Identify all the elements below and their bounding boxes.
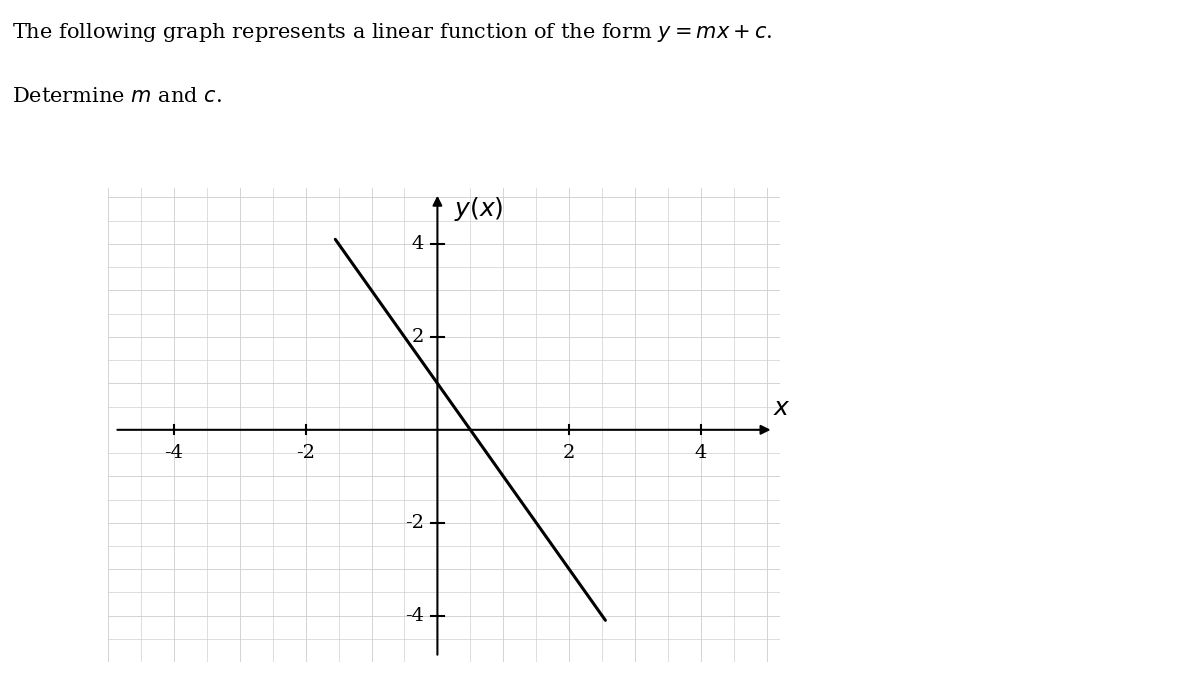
Text: Determine $m$ and $c$.: Determine $m$ and $c$.	[12, 87, 222, 106]
Text: 2: 2	[412, 328, 425, 346]
Text: $y(x)$: $y(x)$	[454, 195, 504, 223]
Text: -4: -4	[406, 606, 425, 625]
Text: The following graph represents a linear function of the form $y = mx+c$.: The following graph represents a linear …	[12, 21, 773, 44]
Text: -2: -2	[406, 514, 425, 532]
Text: 4: 4	[412, 235, 425, 253]
Text: -4: -4	[164, 444, 184, 461]
Text: 4: 4	[695, 444, 707, 461]
Text: -2: -2	[296, 444, 316, 461]
Text: $x$: $x$	[774, 397, 791, 420]
Text: 2: 2	[563, 444, 575, 461]
